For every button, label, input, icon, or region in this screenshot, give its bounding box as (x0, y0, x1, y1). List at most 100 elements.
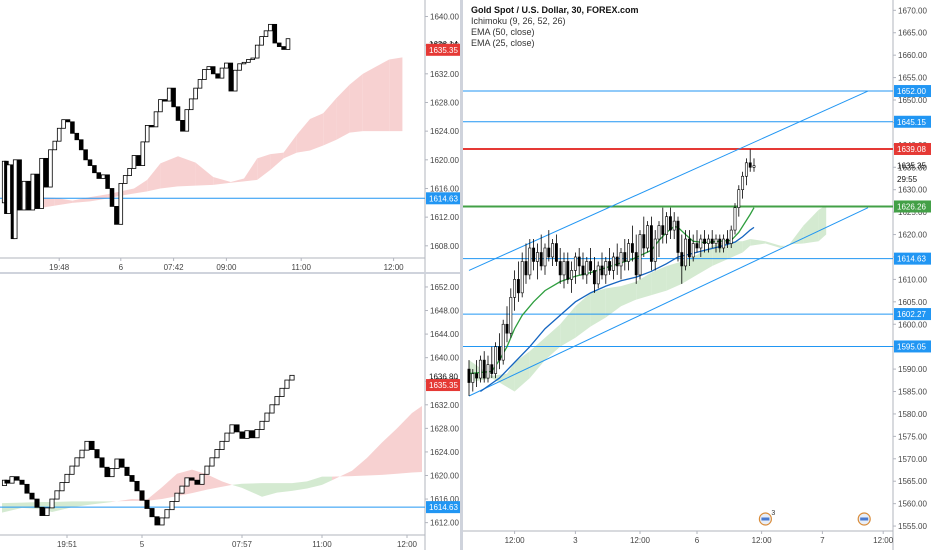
candle-down (718, 238, 722, 249)
candle-up (672, 220, 676, 231)
step-box-up (30, 173, 36, 211)
mini-chart-top[interactable]: 1640.001636.001632.001628.001624.001620.… (0, 0, 460, 272)
candle-down (642, 234, 646, 249)
price-tag-blue (894, 115, 931, 128)
chart-legend: Gold Spot / U.S. Dollar, 30, FOREX.com I… (471, 5, 639, 49)
candle-down (600, 265, 604, 276)
step-box-down (105, 174, 110, 189)
cloud-segment (818, 205, 827, 242)
step-box-up (254, 429, 260, 439)
step-box-up (274, 396, 280, 406)
price-tag-blue (894, 85, 931, 98)
step-box-up (188, 98, 194, 111)
price-tag-blue (426, 192, 460, 205)
step-box-up (39, 157, 44, 209)
step-box-down (144, 499, 150, 509)
step-box-down (215, 73, 220, 79)
panel-divider-vertical[interactable] (460, 0, 463, 550)
candle-up (741, 175, 745, 191)
time-axis: 19:48 6 07:42 09:00 11:00 12:00 (49, 258, 404, 272)
step-box-down (175, 106, 181, 121)
step-box-up (193, 87, 198, 100)
step-box-up (244, 430, 250, 439)
time-tick-label: 12:00 (397, 540, 418, 549)
price-tag-label: 29:55 (897, 175, 918, 184)
step-box-up (289, 374, 295, 381)
cloud-segment (292, 481, 307, 491)
price-tick-label: 1670.00 (898, 6, 927, 15)
mini-chart-bottom[interactable]: 1652.001648.001644.001640.001636.001632.… (0, 274, 460, 550)
candle-down (524, 261, 528, 276)
time-tick-label: 12:00 (752, 536, 773, 545)
candle-down (725, 238, 729, 244)
time-tick-label: 11:00 (312, 540, 332, 549)
candle-down (482, 359, 486, 379)
candle-up (562, 261, 566, 276)
candle-down (497, 346, 501, 361)
candle-up (570, 270, 574, 280)
price-tag-label: 1614.63 (897, 255, 926, 264)
step-box-down (89, 440, 95, 450)
time-tick-label: 19:51 (57, 540, 78, 549)
cloud-segment (232, 483, 242, 488)
step-box-up (140, 141, 146, 166)
cloud-segment (412, 405, 422, 473)
time-tick-label: 7 (820, 536, 825, 545)
cloud-segment (545, 324, 561, 361)
price-labels: 1652.00 1645.15 1639.08 1635.35 29:55 1626.26… (894, 85, 931, 353)
cloud-segment (112, 499, 132, 503)
candle-up (744, 162, 748, 177)
step-box-down (124, 466, 130, 476)
step-box-up (241, 61, 247, 65)
price-tick-label: 1632.00 (430, 70, 459, 79)
candle-up (684, 238, 688, 267)
time-tick-label: 07:42 (164, 263, 185, 272)
step-box-up (159, 517, 165, 526)
step-box-down (162, 99, 168, 102)
cloud-segment (207, 474, 222, 490)
price-tag-blue (894, 252, 931, 265)
price-tick-label: 1616.00 (430, 495, 459, 504)
main-chart[interactable]: 3 1670.00 1665.00 1660.00 1655.00 1650.00 1645… (463, 0, 932, 550)
price-tick-label: 1624.00 (430, 448, 459, 457)
step-box-down (19, 479, 25, 485)
step-box-down (96, 172, 102, 179)
cloud-segment (507, 362, 515, 392)
price-tag-red (426, 379, 460, 392)
price-tag-label: 1639.08 (897, 145, 926, 154)
main-chart-canvas: 3 1670.00 1665.00 1660.00 1655.00 1650.00 1645… (463, 0, 931, 550)
panel-divider-horizontal[interactable] (0, 272, 460, 274)
candle-up (691, 243, 695, 258)
candle-up (585, 261, 589, 276)
step-box-up (197, 79, 203, 89)
candle-up (619, 252, 623, 267)
step-box-up (214, 449, 220, 459)
time-tick-label: 19:48 (49, 263, 70, 272)
candle-up (551, 243, 555, 258)
candle-up (706, 238, 710, 244)
cloud-segment (636, 272, 652, 300)
cloud-segment (765, 241, 781, 249)
price-tick-label: 1620.00 (898, 231, 927, 240)
candle-down (547, 247, 551, 258)
candle-down (630, 243, 634, 253)
price-tag-red (894, 142, 931, 155)
candle-up (513, 279, 517, 298)
legend-ema-50[interactable]: EMA (50, close) (471, 27, 535, 37)
step-box-down (109, 188, 115, 207)
step-box-up (52, 140, 58, 151)
price-tick-label: 1635.00 (898, 163, 927, 172)
step-box-down (17, 159, 22, 211)
candle-down (505, 323, 509, 334)
step-box-down (154, 516, 160, 526)
step-box-up (285, 38, 291, 50)
step-box-up (284, 379, 290, 389)
step-box-down (65, 119, 71, 123)
legend-ema-25[interactable]: EMA (25, close) (471, 38, 535, 48)
step-box-down (149, 125, 154, 128)
legend-ichimoku[interactable]: Ichimoku (9, 26, 52, 26) (471, 16, 566, 26)
cloud-segment (575, 292, 591, 338)
time-tick-label: 07:57 (232, 540, 253, 549)
cloud-segment (134, 179, 148, 194)
